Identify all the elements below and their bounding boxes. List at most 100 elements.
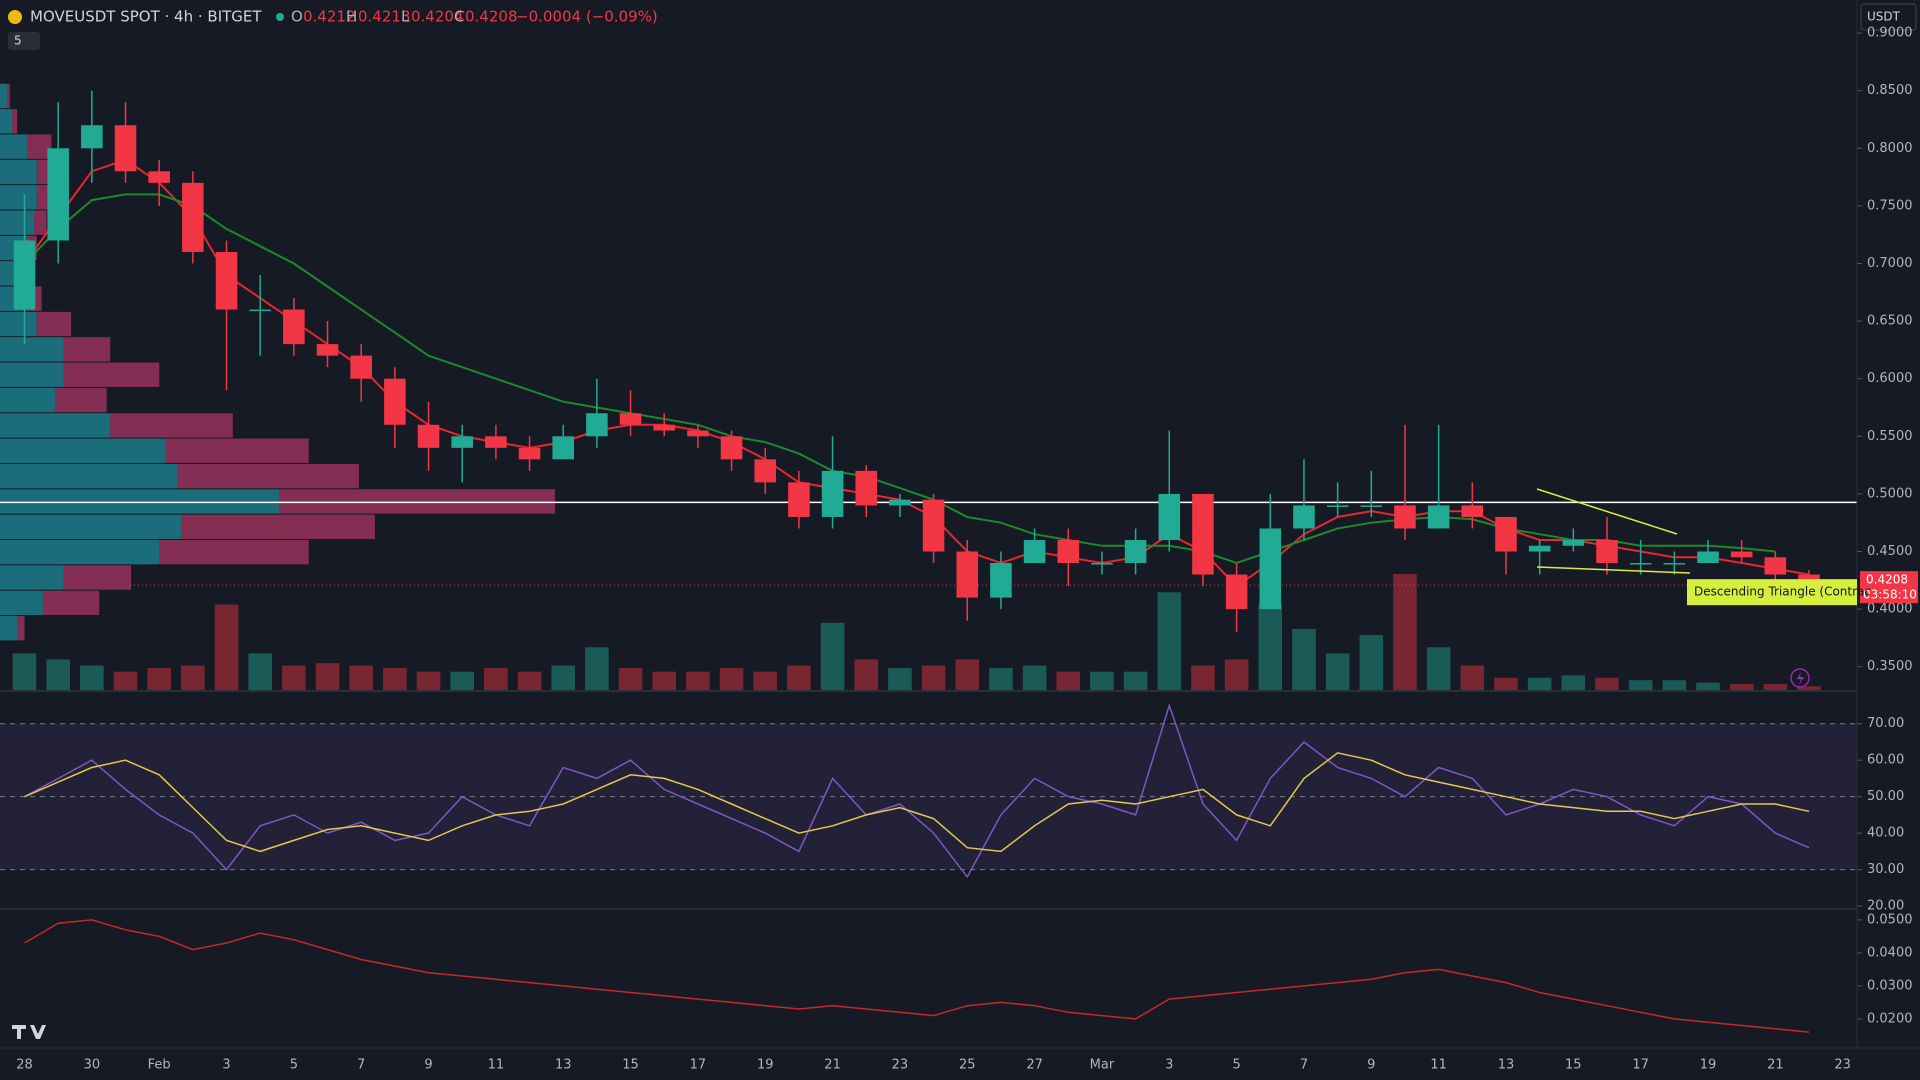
x-tick-label: 15 bbox=[622, 1058, 639, 1073]
volume-bar bbox=[1595, 677, 1619, 690]
candle-body bbox=[1495, 516, 1517, 552]
candle-body bbox=[148, 171, 170, 183]
volume-bar bbox=[1123, 671, 1148, 690]
profile-sell bbox=[55, 387, 107, 413]
candle-body bbox=[1562, 539, 1585, 546]
candle-body bbox=[1730, 551, 1753, 558]
candle-body bbox=[350, 355, 372, 379]
candle-body bbox=[215, 251, 238, 310]
price-label-box bbox=[1860, 571, 1918, 604]
candle-body bbox=[619, 413, 642, 425]
volume-bar bbox=[719, 668, 744, 690]
profile-buy bbox=[0, 590, 43, 616]
x-tick-label: 11 bbox=[488, 1058, 505, 1073]
y-tick-label: 70.00 bbox=[1867, 716, 1904, 731]
volume-bar bbox=[147, 668, 171, 690]
profile-sell bbox=[12, 109, 18, 134]
volume-bar bbox=[753, 671, 778, 690]
candle-body bbox=[1394, 505, 1416, 529]
volume-bar bbox=[12, 653, 37, 690]
volume-bar bbox=[652, 671, 677, 690]
volume-bar bbox=[1763, 683, 1788, 690]
candle-body bbox=[754, 459, 777, 483]
profile-sell bbox=[36, 311, 72, 337]
volume-bar bbox=[315, 663, 340, 690]
tv-logo bbox=[12, 1025, 46, 1039]
volume-bar bbox=[1393, 574, 1417, 690]
x-tick-label: 30 bbox=[84, 1058, 101, 1073]
profile-buy bbox=[0, 565, 64, 590]
y-tick-label: 0.0400 bbox=[1867, 945, 1913, 960]
volume-bar bbox=[820, 622, 845, 690]
alert-icon[interactable] bbox=[1790, 668, 1810, 688]
volume-bar bbox=[248, 653, 272, 690]
y-tick-label: 40.00 bbox=[1867, 826, 1904, 841]
profile-sell bbox=[279, 489, 555, 514]
x-tick-label: 5 bbox=[290, 1058, 298, 1073]
x-tick-label: 9 bbox=[424, 1058, 432, 1073]
volume-bar bbox=[282, 665, 306, 690]
volume-bar bbox=[1191, 665, 1215, 690]
currency[interactable]: USDT bbox=[1867, 10, 1901, 24]
volume-bar bbox=[1527, 677, 1552, 690]
volume-bar bbox=[113, 671, 138, 690]
volume-bar bbox=[1460, 665, 1485, 690]
x-tick-label: 23 bbox=[1834, 1058, 1851, 1073]
profile-sell bbox=[110, 413, 233, 438]
currency-button[interactable] bbox=[1860, 3, 1917, 31]
volume-bar bbox=[214, 604, 239, 690]
volume-bar bbox=[1426, 647, 1451, 690]
price-label: 0.4208 bbox=[1866, 573, 1908, 587]
candle-body bbox=[1427, 505, 1450, 529]
indicator-line bbox=[24, 703, 1810, 879]
indicator-count[interactable]: 5 bbox=[14, 34, 22, 48]
volume-bar bbox=[1325, 653, 1350, 690]
volume-bar bbox=[383, 668, 407, 690]
exchange-logo bbox=[8, 10, 22, 24]
volume-bar bbox=[955, 659, 980, 690]
countdown: 03:58:10 bbox=[1863, 588, 1917, 602]
x-tick-label: Mar bbox=[1090, 1058, 1115, 1073]
rsi-band bbox=[0, 723, 1857, 870]
candle-body bbox=[114, 125, 137, 172]
profile-sell bbox=[17, 616, 25, 641]
ohlc-value: 0.4212 bbox=[303, 8, 356, 26]
indicator-toggle[interactable] bbox=[8, 32, 40, 50]
volume-bar bbox=[1090, 671, 1114, 690]
candle-body bbox=[1360, 505, 1383, 507]
volume-bar bbox=[1022, 665, 1047, 690]
x-tick-label: 5 bbox=[1232, 1058, 1240, 1073]
profile-buy bbox=[0, 616, 18, 641]
volume-bar bbox=[1258, 604, 1283, 690]
volume-bar bbox=[854, 659, 879, 690]
y-tick-label: 0.6000 bbox=[1867, 371, 1913, 386]
pattern-label: Descending Triangle (Contrac bbox=[1694, 585, 1871, 599]
candle-body bbox=[990, 563, 1012, 598]
candle-body bbox=[788, 482, 810, 517]
candle-body bbox=[1528, 545, 1551, 552]
volume-bar bbox=[181, 665, 205, 690]
profile-buy bbox=[0, 362, 64, 387]
profile-buy bbox=[0, 109, 13, 134]
candle-body bbox=[451, 436, 473, 448]
candle-body bbox=[1057, 539, 1080, 564]
volume-bar bbox=[686, 671, 710, 690]
plot-layer bbox=[0, 83, 1857, 1033]
candle-body bbox=[1326, 505, 1349, 507]
candle-body bbox=[384, 378, 406, 425]
x-tick-label: 7 bbox=[1300, 1058, 1308, 1073]
profile-sell bbox=[63, 362, 160, 387]
volume-bar bbox=[450, 671, 474, 690]
volume-bar bbox=[1056, 671, 1081, 690]
x-tick-label: 15 bbox=[1565, 1058, 1582, 1073]
candle-body bbox=[821, 470, 844, 517]
volume-bar bbox=[1662, 680, 1687, 690]
profile-sell bbox=[165, 438, 309, 463]
candle-body bbox=[518, 447, 541, 460]
candle-body bbox=[1697, 551, 1719, 564]
profile-sell bbox=[177, 463, 359, 489]
volume-bar bbox=[1797, 686, 1821, 690]
y-tick-label: 0.4000 bbox=[1867, 602, 1913, 617]
volume-bar bbox=[484, 668, 508, 690]
